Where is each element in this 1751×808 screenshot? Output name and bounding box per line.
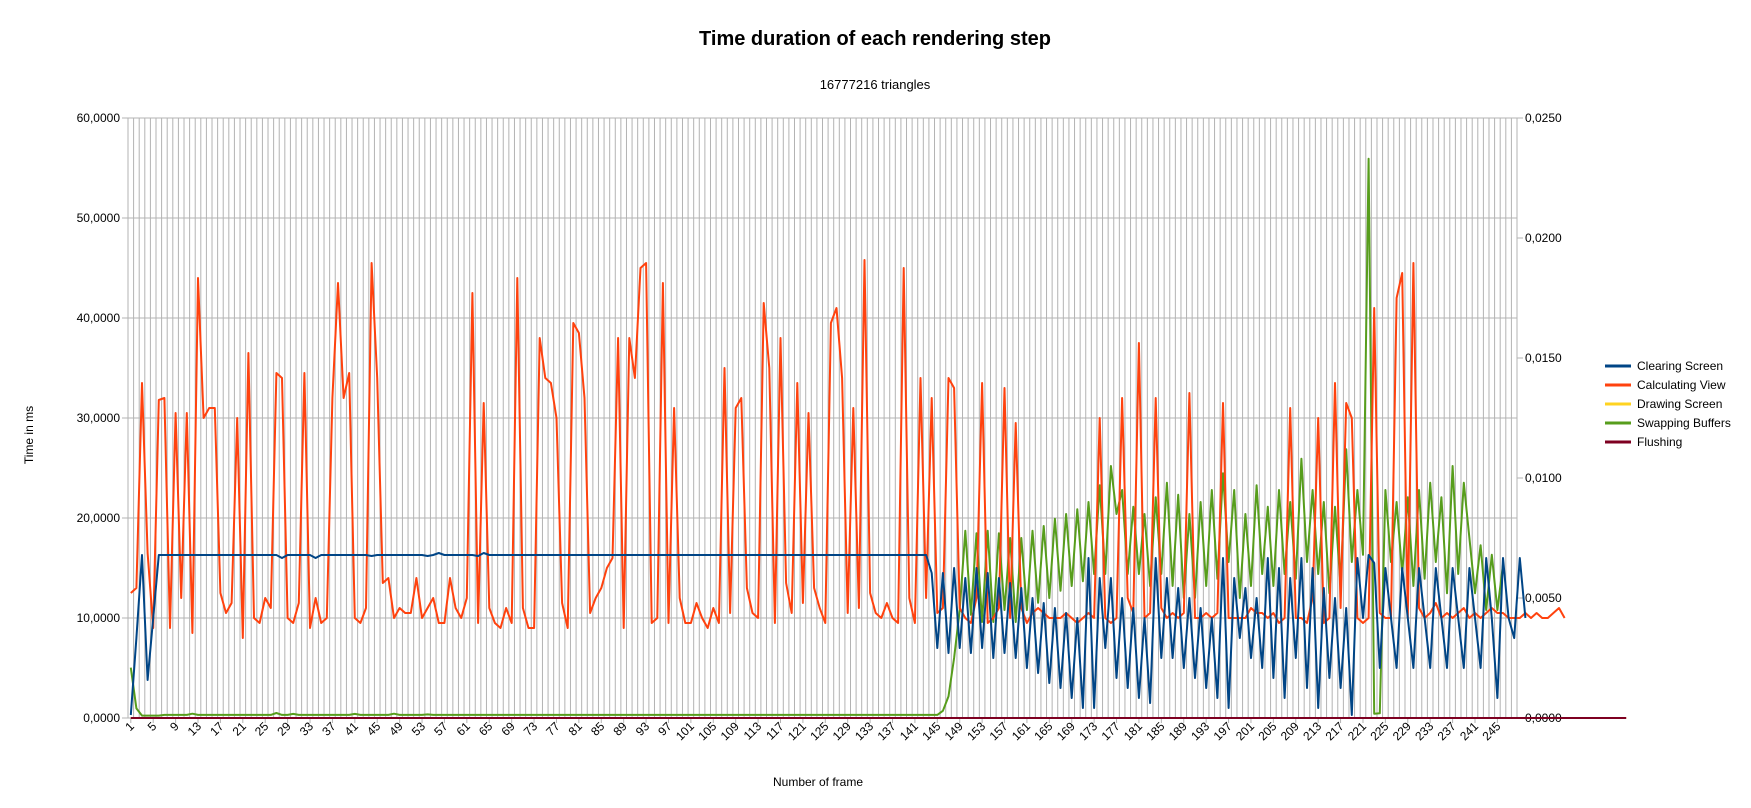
chart-subtitle: 16777216 triangles <box>820 77 931 92</box>
y2-tick-label: 0,0100 <box>1525 471 1562 485</box>
series-layer <box>129 157 1627 719</box>
legend-label: Swapping Buffers <box>1637 416 1731 430</box>
y-tick-label: 60,0000 <box>77 111 121 125</box>
y2-tick-label: 0,0150 <box>1525 351 1562 365</box>
y-tick-label: 30,0000 <box>77 411 121 425</box>
series-line-clearing-screen <box>129 552 1527 716</box>
legend-label: Calculating View <box>1637 378 1726 392</box>
y-tick-label: 50,0000 <box>77 211 121 225</box>
chart-title: Time duration of each rendering step <box>699 28 1051 50</box>
y-tick-label: 20,0000 <box>77 511 121 525</box>
legend-label: Flushing <box>1637 435 1682 449</box>
x-axis-title: Number of frame <box>773 775 863 789</box>
y-axis-title: Time in ms <box>22 406 36 464</box>
y-tick-label: 10,0000 <box>77 611 121 625</box>
y-tick-label: 40,0000 <box>77 311 121 325</box>
y-tick-label: 0,0000 <box>83 711 120 725</box>
y2-tick-label: 0,0250 <box>1525 111 1562 125</box>
series-line-swapping-buffers <box>129 157 1504 717</box>
y2-tick-label: 0,0050 <box>1525 591 1562 605</box>
legend-label: Drawing Screen <box>1637 397 1722 411</box>
y2-tick-label: 0,0200 <box>1525 231 1562 245</box>
legend: Clearing Screen Calculating View Drawing S… <box>1605 359 1731 449</box>
legend-label: Clearing Screen <box>1637 359 1723 373</box>
